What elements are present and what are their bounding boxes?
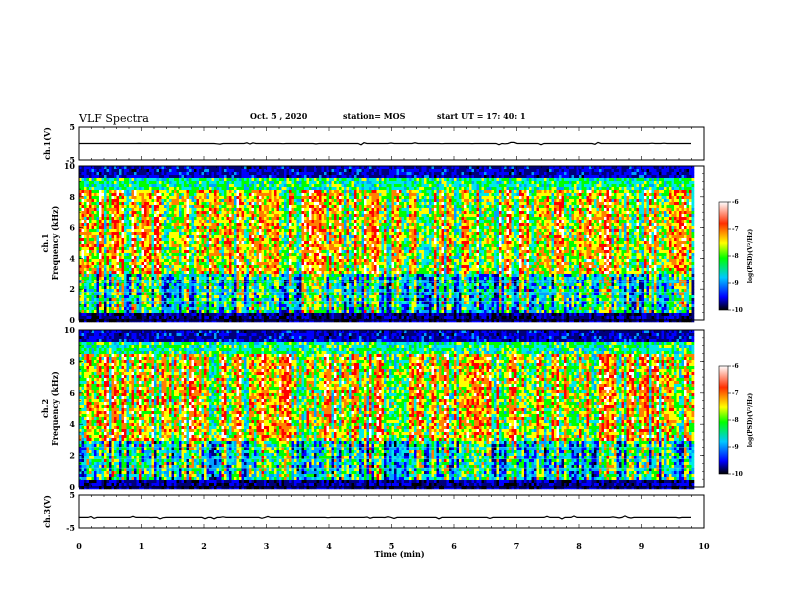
axes-frame xyxy=(79,495,704,528)
y-tick-label: 8 xyxy=(69,192,75,202)
ch1-spectrogram-panel: 0 2 4 6 8 10 ch.1 Frequency (kHz) xyxy=(40,161,704,325)
y-axis-label: Frequency (kHz) xyxy=(50,371,60,446)
x-axis-label: Time (min) xyxy=(374,549,424,559)
colorbar-tick-label: -8 xyxy=(732,253,739,260)
colorbar-tick-label: -6 xyxy=(732,199,739,206)
colorbar-label: log(PSD)(V²/Hz) xyxy=(747,229,754,284)
colorbar-tick-label: -10 xyxy=(732,471,743,478)
spectrogram-cells xyxy=(79,166,694,322)
x-tick-label: 7 xyxy=(514,541,520,551)
colorbars: -6 -7 -8 -9 -10 log(PSD)(V²/Hz) -6 -7 -8 -9 -10 log… xyxy=(719,199,754,478)
y-tick-label: 6 xyxy=(69,388,75,398)
y-tick-label: 0 xyxy=(69,315,75,325)
y-axis-label: ch.3(V) xyxy=(42,495,52,528)
y-axis-label: Frequency (kHz) xyxy=(50,205,60,280)
colorbar-tick-label: -9 xyxy=(732,444,739,451)
waveform-line xyxy=(79,142,691,144)
colorbar xyxy=(719,366,728,474)
x-tick-label: 8 xyxy=(576,541,582,551)
x-tick-label: 9 xyxy=(639,541,645,551)
y-tick-label: 5 xyxy=(69,490,75,500)
y-tick-label: 10 xyxy=(64,325,76,335)
y-axis-label: ch.1 xyxy=(40,233,50,252)
y-tick-label: -5 xyxy=(66,523,75,533)
colorbar-tick-label: -8 xyxy=(732,417,739,424)
waveform-line xyxy=(79,516,691,519)
colorbar xyxy=(719,202,728,310)
colorbar-tick-label: -9 xyxy=(732,280,739,287)
x-tick-label: 6 xyxy=(451,541,457,551)
y-tick-label: 10 xyxy=(64,161,76,171)
y-tick-label: 8 xyxy=(69,356,75,366)
y-tick-label: 5 xyxy=(69,122,75,132)
y-tick-label: 2 xyxy=(69,284,75,294)
x-tick-label: 1 xyxy=(139,541,145,551)
x-tick-label: 0 xyxy=(76,541,82,551)
ch1-waveform-panel: 5-5ch.1(V) xyxy=(42,122,704,165)
y-tick-label: 2 xyxy=(69,451,75,461)
y-tick-label: 6 xyxy=(69,223,75,233)
y-tick-label: 4 xyxy=(69,419,75,429)
colorbar-tick-label: -10 xyxy=(732,307,743,314)
x-tick-label: 10 xyxy=(698,541,710,551)
colorbar-label: log(PSD)(V²/Hz) xyxy=(747,393,754,448)
y-tick-label: 4 xyxy=(69,253,75,263)
x-tick-label: 3 xyxy=(264,541,270,551)
colorbar-tick-label: -6 xyxy=(732,363,739,370)
spectrogram-cells xyxy=(79,330,694,489)
colorbar-tick-label: -7 xyxy=(732,390,739,397)
colorbar-tick-label: -7 xyxy=(732,226,739,233)
x-tick-label: 4 xyxy=(326,541,332,551)
y-axis-label: ch.2 xyxy=(40,399,50,418)
x-tick-label: 2 xyxy=(201,541,207,551)
ch3-waveform-panel: 5 -5 ch.3(V) xyxy=(42,490,704,533)
y-axis-label: ch.1(V) xyxy=(42,127,52,160)
